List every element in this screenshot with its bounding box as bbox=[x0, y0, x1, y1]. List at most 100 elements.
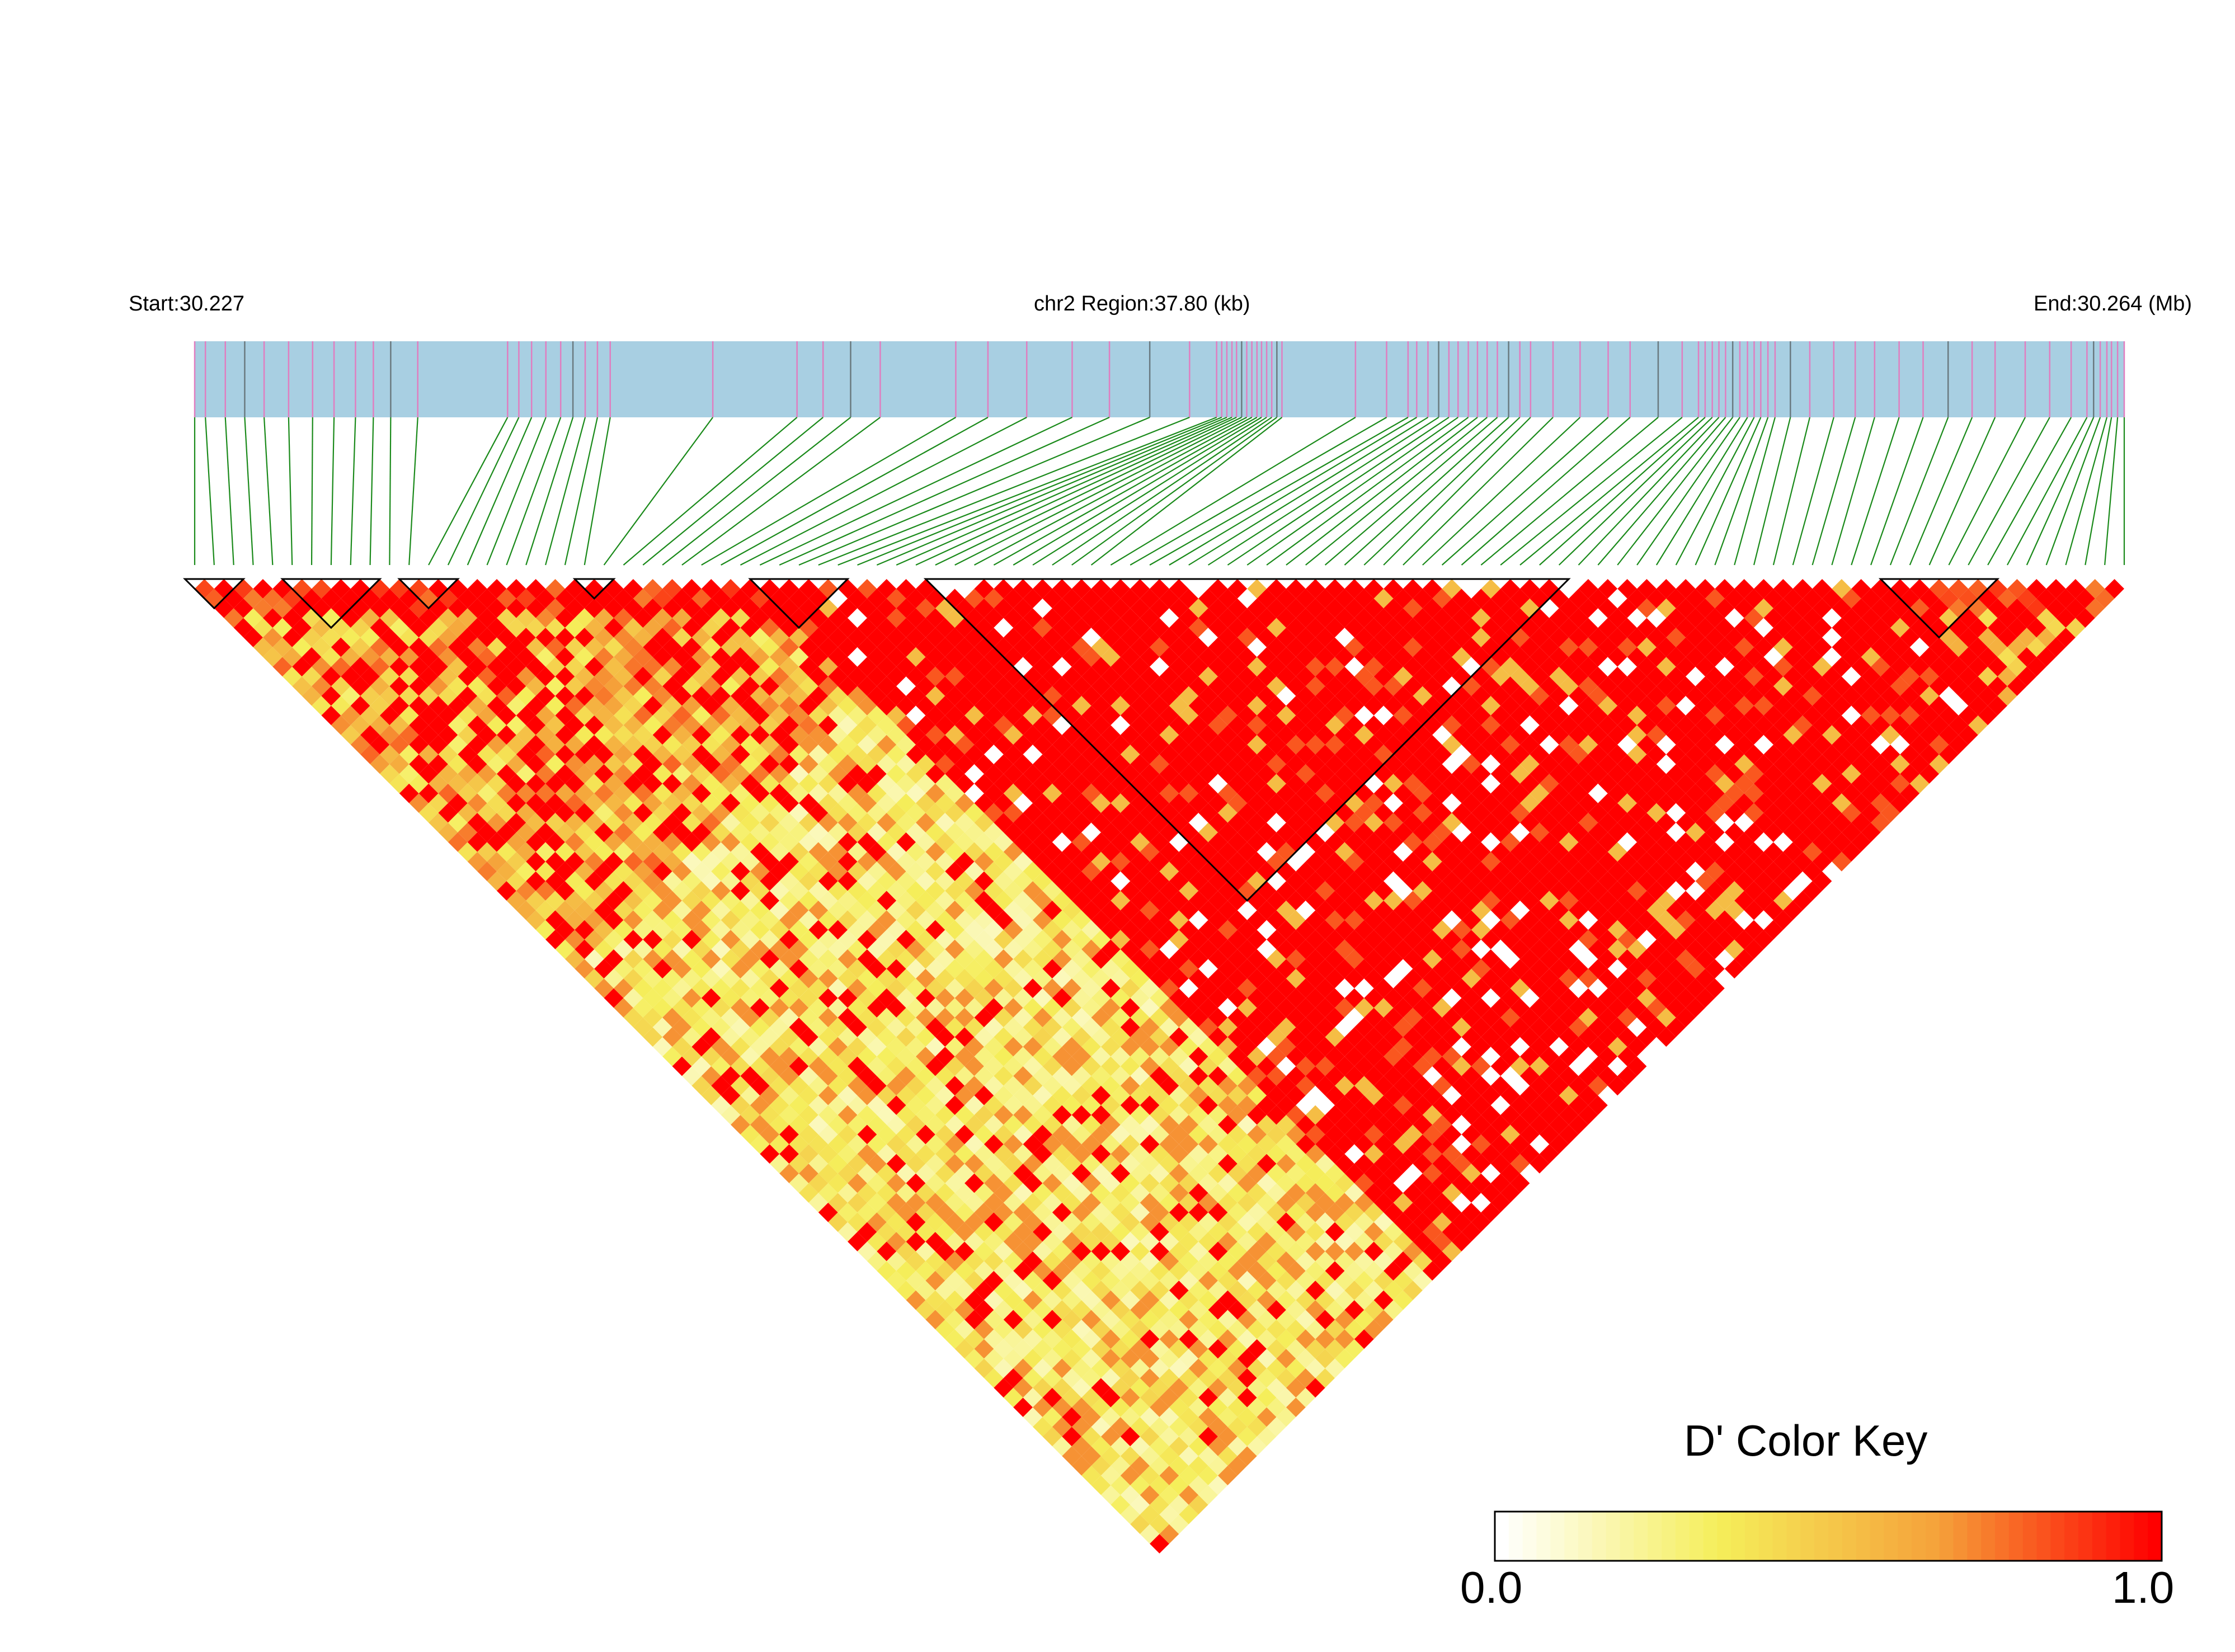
dprime-cell bbox=[1734, 871, 1754, 891]
dprime-cell bbox=[1344, 676, 1364, 696]
dprime-cell bbox=[1130, 1183, 1150, 1203]
snp-connector-line bbox=[244, 417, 254, 566]
dprime-cell bbox=[1208, 910, 1228, 930]
dprime-cell bbox=[1150, 832, 1169, 852]
dprime-cell bbox=[1286, 1339, 1306, 1359]
dprime-cell bbox=[1754, 891, 1773, 911]
snp-connector-line bbox=[759, 417, 1072, 566]
dprime-cell bbox=[1286, 949, 1306, 969]
dprime-cell bbox=[1569, 1076, 1588, 1096]
dprime-cell bbox=[1539, 637, 1559, 657]
dprime-cell bbox=[1461, 1222, 1481, 1242]
dprime-cell bbox=[1130, 1241, 1150, 1262]
dprime-cell bbox=[1569, 900, 1588, 920]
dprime-cell bbox=[1198, 1193, 1218, 1213]
dprime-cell bbox=[1130, 1397, 1150, 1418]
dprime-cell bbox=[1686, 881, 1705, 901]
snp-connector-line bbox=[603, 417, 714, 566]
dprime-cell bbox=[1169, 1222, 1189, 1242]
dprime-cell bbox=[1539, 657, 1559, 677]
dprime-cell bbox=[1218, 608, 1238, 628]
dprime-cell bbox=[1666, 589, 1686, 609]
dprime-cell bbox=[1159, 1466, 1179, 1485]
snp-connector-line bbox=[447, 417, 520, 566]
dprime-cell bbox=[1081, 1212, 1101, 1232]
dprime-cell bbox=[1744, 783, 1764, 803]
dprime-cell bbox=[1179, 939, 1199, 959]
dprime-cell bbox=[1169, 1066, 1189, 1086]
dprime-cell bbox=[1364, 715, 1384, 735]
dprime-cell bbox=[1569, 998, 1588, 1018]
dprime-cell bbox=[1033, 1319, 1052, 1339]
dprime-cell bbox=[1617, 618, 1638, 638]
dprime-cell bbox=[1490, 705, 1511, 726]
dprime-cell bbox=[1159, 939, 1179, 959]
dprime-cell bbox=[1150, 637, 1169, 657]
dprime-cell bbox=[1150, 1378, 1169, 1398]
dprime-cell bbox=[1763, 745, 1784, 764]
dprime-cell bbox=[1267, 949, 1286, 969]
dprime-cell bbox=[1179, 725, 1199, 745]
snp-connector-line bbox=[876, 416, 1227, 566]
dprime-cell bbox=[1783, 862, 1803, 881]
dprime-cell bbox=[1598, 851, 1618, 872]
dprime-cell bbox=[1150, 657, 1169, 677]
dprime-cell bbox=[1013, 1183, 1033, 1203]
dprime-cell bbox=[1373, 900, 1394, 920]
dprime-cell bbox=[1676, 949, 1696, 969]
dprime-cell bbox=[1792, 851, 1813, 872]
dprime-cell bbox=[1607, 939, 1627, 959]
dprime-cell bbox=[1695, 871, 1715, 891]
dprime-cell bbox=[1140, 1504, 1160, 1524]
dprime-cell bbox=[896, 1164, 916, 1183]
dprime-cell bbox=[1393, 1290, 1413, 1310]
dprime-cell bbox=[1237, 1134, 1257, 1154]
dprime-cell bbox=[1296, 939, 1316, 959]
dprime-cell bbox=[1169, 793, 1189, 813]
dprime-cell bbox=[1607, 647, 1627, 667]
dprime-cell bbox=[1325, 968, 1345, 989]
dprime-cell bbox=[1384, 637, 1403, 657]
dprime-cell bbox=[1296, 959, 1316, 979]
dprime-cell bbox=[1188, 1261, 1208, 1281]
dprime-cell bbox=[1539, 988, 1559, 1008]
dprime-cell bbox=[1062, 1290, 1082, 1310]
dprime-cell bbox=[1305, 1378, 1325, 1398]
dprime-cell bbox=[1081, 1270, 1101, 1291]
dprime-cell bbox=[1003, 1154, 1023, 1174]
dprime-cell bbox=[1646, 803, 1667, 823]
dprime-cell bbox=[1159, 1037, 1179, 1057]
dprime-cell bbox=[1276, 1407, 1296, 1427]
dprime-cell bbox=[1344, 891, 1364, 911]
dprime-cell bbox=[1130, 1144, 1150, 1164]
dprime-cell bbox=[1422, 1066, 1442, 1086]
dprime-cell bbox=[1218, 1154, 1238, 1174]
dprime-cell bbox=[1267, 1397, 1286, 1418]
dprime-cell bbox=[1432, 998, 1452, 1018]
dprime-cell bbox=[1695, 637, 1715, 657]
dprime-cell bbox=[1130, 1164, 1150, 1183]
dprime-cell bbox=[1530, 1095, 1550, 1116]
dprime-cell bbox=[1373, 1076, 1394, 1096]
dprime-cell bbox=[1042, 1427, 1062, 1447]
dprime-cell bbox=[1305, 1202, 1325, 1222]
dprime-cell bbox=[1637, 1008, 1657, 1028]
dprime-cell bbox=[1159, 920, 1179, 940]
dprime-cell bbox=[1549, 686, 1569, 706]
dprime-cell bbox=[1422, 1183, 1442, 1203]
dprime-cell bbox=[906, 608, 926, 628]
dprime-cell bbox=[1286, 676, 1306, 696]
dprime-cell bbox=[1120, 1387, 1140, 1408]
dprime-cell bbox=[1150, 1202, 1169, 1222]
dprime-cell bbox=[1646, 666, 1667, 686]
dprime-cell bbox=[1315, 881, 1335, 901]
dprime-cell bbox=[1413, 842, 1433, 862]
dprime-cell bbox=[1267, 1261, 1286, 1281]
dprime-cell bbox=[848, 1154, 867, 1174]
dprime-cell bbox=[1247, 637, 1267, 657]
dprime-cell bbox=[1900, 705, 1920, 726]
dprime-cell bbox=[1656, 891, 1676, 911]
dprime-cell bbox=[1169, 1339, 1189, 1359]
dprime-cell bbox=[886, 1232, 906, 1251]
dprime-cell bbox=[1267, 715, 1286, 735]
